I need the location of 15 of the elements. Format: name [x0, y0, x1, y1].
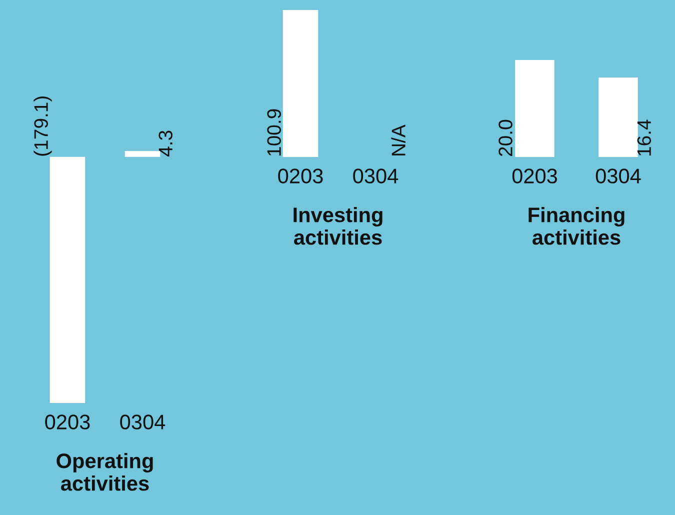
x-axis-title: Operating activities	[56, 452, 153, 491]
x-axis-title: Investing activities	[294, 206, 382, 245]
x-axis-title: Financing activities	[528, 206, 624, 245]
x-tick-label: 0203	[278, 168, 323, 184]
text: N/A	[391, 124, 406, 156]
x-tick-label: 0304	[596, 168, 641, 184]
data-label: (179.1)	[34, 96, 52, 156]
data-label: 16.4	[637, 120, 652, 156]
x-tick-label: 0203	[512, 168, 558, 184]
x-tick-label: 0304	[120, 414, 166, 430]
x-tick-label: 0304	[353, 168, 398, 184]
x-tick-label: 0203	[45, 414, 90, 430]
data-label: 4.3	[158, 130, 172, 156]
data-label: 100.9	[267, 109, 281, 156]
data-label: 20.0	[498, 120, 512, 156]
